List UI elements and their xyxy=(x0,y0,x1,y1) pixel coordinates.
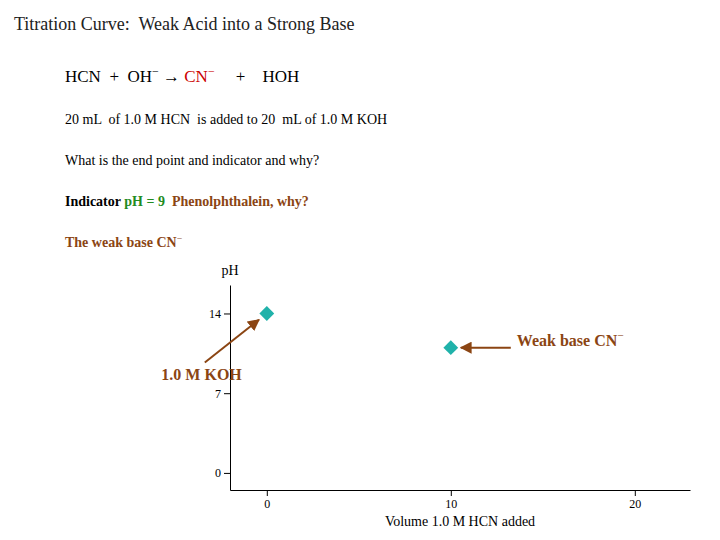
y-tick-mark xyxy=(224,313,230,314)
title: Titration Curve: Weak Acid into a Strong… xyxy=(14,14,355,34)
annotation-arrow xyxy=(461,347,511,349)
x-tick: 0 xyxy=(264,490,270,511)
annotation-arrow xyxy=(205,320,259,363)
x-tick-mark xyxy=(451,490,452,496)
chart: Titration Curve: Weak Acid into a Strong… xyxy=(0,0,720,540)
superscript: − xyxy=(177,233,183,244)
annotation-text: HCN + OH xyxy=(65,67,152,86)
y-axis-label: pH xyxy=(221,263,238,278)
annotation-text: Weak base CN xyxy=(517,331,618,348)
annotation-text: → xyxy=(159,67,185,86)
annotation-text: Indicator xyxy=(65,194,124,209)
points xyxy=(259,306,458,355)
superscript: − xyxy=(617,328,623,340)
annotation-text: What is the end point and indicator and … xyxy=(65,153,319,168)
y-tick: 14 xyxy=(209,307,230,321)
y-tick-label: 7 xyxy=(215,387,221,401)
x-axis-line xyxy=(231,490,691,491)
x-tick-mark xyxy=(267,490,268,496)
y-tick-mark xyxy=(224,473,230,474)
y-tick-label: 0 xyxy=(215,466,221,480)
annotation: Indicator pH = 9 Phenolphthalein, why? xyxy=(65,194,309,209)
point-annotations: 1.0 M KOH Weak base CN− xyxy=(161,320,623,383)
x-tick-label: 0 xyxy=(264,497,270,511)
annotation: 20 mL of 1.0 M HCN is added to 20 mL of … xyxy=(65,112,387,127)
annotation-text: Phenolphthalein, why? xyxy=(165,194,309,209)
y-tick-mark xyxy=(224,393,230,394)
annotation-text: + HOH xyxy=(215,67,300,86)
annotation: 1.0 M KOH xyxy=(161,366,242,383)
y-tick: 7 xyxy=(215,387,230,401)
y-axis-line xyxy=(230,286,231,491)
x-axis-label: Volume 1.0 M HCN added xyxy=(385,514,535,529)
annotation: Weak base CN− xyxy=(517,328,624,348)
point xyxy=(259,306,274,321)
annotation-text: 1.0 M KOH xyxy=(161,366,242,383)
annotation: The weak base CN− xyxy=(65,233,183,251)
annotation-text: 20 mL of 1.0 M HCN is added to 20 mL of … xyxy=(65,112,387,127)
annotation: What is the end point and indicator and … xyxy=(65,153,319,168)
x-tick: 10 xyxy=(445,490,457,511)
annotation: HCN + OH− → CN− + HOH xyxy=(65,64,299,86)
annotation-text: The weak base CN xyxy=(65,235,177,250)
y-axis: 0 7 14 xyxy=(209,286,231,491)
x-axis: 0 10 20 xyxy=(231,490,691,511)
annotation-text: pH = 9 xyxy=(124,194,165,209)
x-tick: 20 xyxy=(629,490,641,511)
point xyxy=(443,340,458,355)
y-tick-label: 14 xyxy=(209,307,221,321)
x-tick-label: 10 xyxy=(445,497,457,511)
x-tick-label: 20 xyxy=(629,497,641,511)
x-tick-mark xyxy=(635,490,636,496)
y-tick: 0 xyxy=(215,466,230,480)
annotation-text: CN xyxy=(184,67,208,86)
